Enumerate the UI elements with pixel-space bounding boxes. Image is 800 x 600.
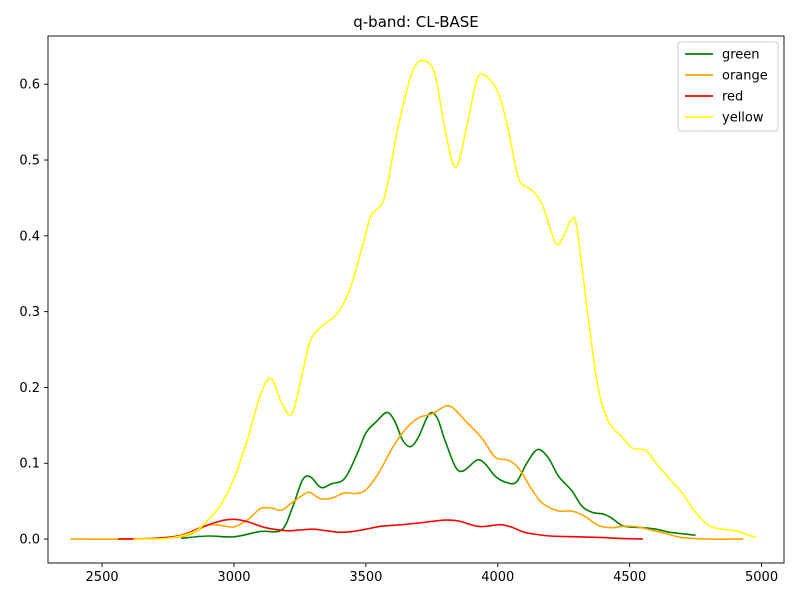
plot-area <box>70 59 757 541</box>
legend-label-orange: orange <box>722 69 768 84</box>
series-line-red <box>117 518 643 540</box>
legend-label-green: green <box>722 48 760 63</box>
y-tick-label: 0.6 <box>19 78 40 93</box>
y-tick-label: 0.4 <box>19 229 40 244</box>
x-tick-label: 3500 <box>349 570 382 585</box>
series-line-yellow <box>133 59 757 540</box>
series-line-green <box>181 411 696 540</box>
series-line-orange <box>70 404 744 541</box>
legend-label-yellow: yellow <box>722 111 764 126</box>
x-tick-label: 5000 <box>745 570 778 585</box>
axes: 2500 3000 3500 4000 4500 5000 0.0 0.1 0.2 0.3 0.4 0… <box>19 35 785 585</box>
y-tick-label: 0.0 <box>19 533 40 548</box>
legend-label-red: red <box>722 90 743 105</box>
x-tick-label: 2500 <box>86 570 119 585</box>
y-tick-label: 0.3 <box>19 305 40 320</box>
x-tick-label: 4000 <box>481 570 514 585</box>
y-tick-label: 0.2 <box>19 381 40 396</box>
y-tick-label: 0.1 <box>19 457 40 472</box>
axes-frame <box>47 35 785 564</box>
legend-box <box>677 41 779 132</box>
chart-title: q-band: CL-BASE <box>353 13 479 31</box>
y-tick-label: 0.5 <box>19 154 40 169</box>
x-tick-label: 4500 <box>613 570 646 585</box>
legend: green orange red yellow <box>677 41 779 132</box>
x-tick-label: 3000 <box>217 570 250 585</box>
